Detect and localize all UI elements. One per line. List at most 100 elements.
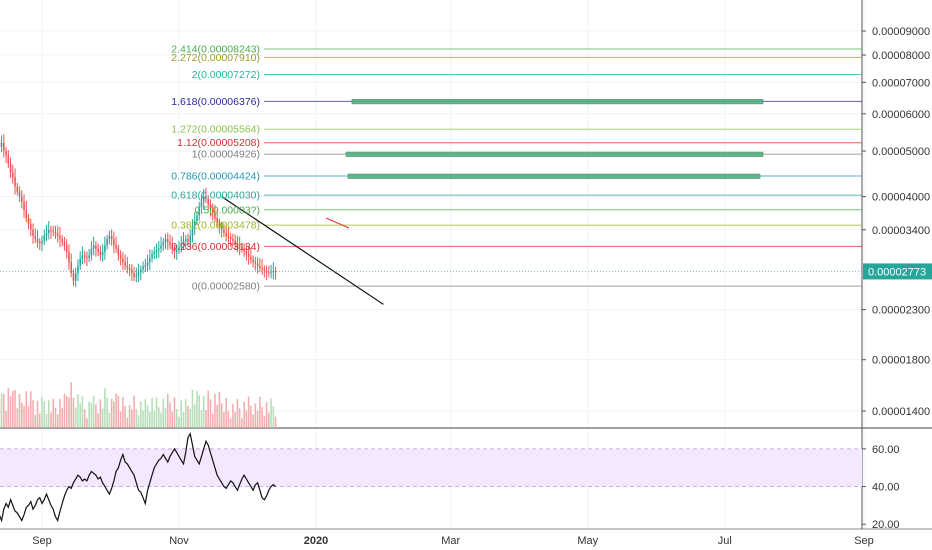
volume-bar xyxy=(50,412,52,428)
volume-bar xyxy=(34,414,37,428)
volume-bar xyxy=(245,410,248,428)
volume-bar xyxy=(86,418,88,428)
volume-bar xyxy=(236,399,239,428)
candle-body xyxy=(27,218,30,224)
target-zones[interactable] xyxy=(345,99,764,179)
price-tick-label: 0.00008000 xyxy=(872,50,930,62)
candle-body xyxy=(232,239,234,241)
volume-bar xyxy=(63,393,66,428)
candle-body xyxy=(32,229,34,236)
candle-body xyxy=(205,196,207,200)
candle-body xyxy=(25,209,28,219)
candle-body xyxy=(70,262,72,274)
candle-body xyxy=(214,212,216,219)
volume-bar xyxy=(122,397,124,428)
volume-bar xyxy=(32,399,34,428)
volume-bar xyxy=(198,395,200,428)
candle-body xyxy=(50,229,52,232)
candle-body xyxy=(198,207,200,216)
volume-bar xyxy=(175,409,178,428)
fib-level-label: 0.236(0.00003134) xyxy=(171,241,260,253)
candle-body xyxy=(146,262,149,266)
volume-bar xyxy=(218,391,221,428)
fib-level-label: 2.272(0.00007910) xyxy=(171,52,260,64)
volume-bar xyxy=(61,407,63,428)
volume-bar xyxy=(268,412,270,428)
volume-bar xyxy=(200,409,203,428)
volume-bar xyxy=(25,391,28,428)
candle-body xyxy=(193,220,196,227)
candle-body xyxy=(52,231,55,233)
volume-bar xyxy=(83,409,86,428)
candle-body xyxy=(189,235,192,243)
descending-trendline xyxy=(221,196,384,305)
volume-bar xyxy=(3,394,5,428)
volume-bar xyxy=(178,416,180,428)
candle-body xyxy=(122,258,124,263)
candle-body xyxy=(234,240,236,244)
candle-body xyxy=(14,177,16,187)
candle-body xyxy=(77,265,79,274)
candle-body xyxy=(158,248,160,250)
annotation-stroke xyxy=(325,217,350,229)
volume-bar xyxy=(140,401,142,428)
volume-bar xyxy=(9,396,12,428)
volume-bar xyxy=(238,408,241,428)
target-zone xyxy=(347,173,761,179)
volume-bar xyxy=(144,399,147,428)
candle-body xyxy=(95,245,97,249)
volume-bar xyxy=(88,401,90,428)
fib-level-label: 2.414(0.00008243) xyxy=(171,43,260,55)
volume-bar xyxy=(225,397,227,428)
volume-bar xyxy=(131,409,133,428)
candle-body xyxy=(41,240,43,244)
volume-bar xyxy=(43,401,46,428)
fib-level-label: 1(0.00004926) xyxy=(192,149,260,161)
time-tick-label: Sep xyxy=(32,535,52,547)
volume-bar xyxy=(173,397,176,428)
candle-body xyxy=(153,251,156,254)
fib-level-label: 0.786(0.00004424) xyxy=(171,171,260,183)
volume-bar xyxy=(241,418,243,428)
candle-body xyxy=(81,255,84,259)
time-tick-label: 2020 xyxy=(304,535,328,547)
fib-retracement[interactable] xyxy=(264,48,862,287)
candle-body xyxy=(211,209,214,213)
candle-body xyxy=(261,267,263,270)
volume-bar xyxy=(47,400,50,428)
volume-bar xyxy=(247,396,250,428)
candle-body xyxy=(9,163,12,173)
volume-bar xyxy=(27,405,30,428)
volume-bar xyxy=(202,396,205,428)
volume-bar xyxy=(128,405,131,428)
volume-bar xyxy=(196,391,198,428)
volume-bar xyxy=(68,397,70,428)
volume-bar xyxy=(162,398,165,428)
trendline[interactable] xyxy=(221,196,384,305)
candle-body xyxy=(106,239,108,246)
volume-bar xyxy=(146,405,149,428)
rsi-band xyxy=(0,448,862,488)
fib-level-label: 0.382(0.00003478) xyxy=(171,220,260,232)
volume-bar xyxy=(256,410,259,428)
candle-body xyxy=(243,248,245,252)
candle-body xyxy=(68,251,70,263)
candle-body xyxy=(241,247,243,249)
volume-bar xyxy=(72,397,75,428)
volume-bar xyxy=(52,398,55,428)
volume-bar xyxy=(164,407,167,428)
volume-bar xyxy=(115,393,117,428)
volume-bar xyxy=(113,401,115,428)
volume-bar xyxy=(101,408,104,428)
time-tick-label: Nov xyxy=(169,535,189,547)
candle-body xyxy=(256,263,259,266)
candle-body xyxy=(184,239,187,241)
volume-bar xyxy=(261,407,263,428)
candle-body xyxy=(108,235,111,240)
volume-bar xyxy=(14,389,16,428)
volume-bar xyxy=(151,398,153,428)
candle-body xyxy=(254,262,257,264)
candle-body xyxy=(162,242,165,246)
candle-body xyxy=(65,245,68,252)
